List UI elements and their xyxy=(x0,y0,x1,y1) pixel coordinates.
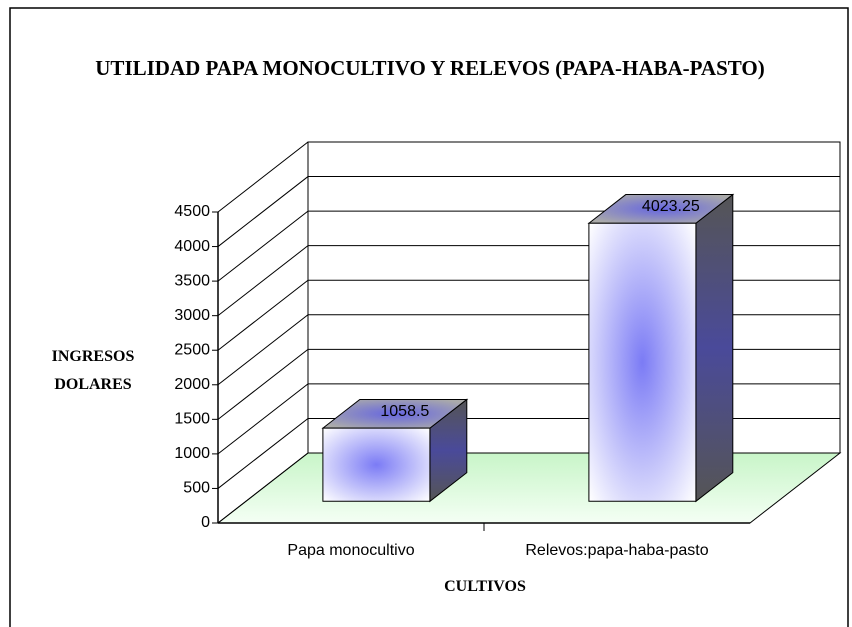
grid-line xyxy=(217,141,840,213)
data-label: 1058.5 xyxy=(380,403,429,420)
x-tick-label: Papa monocultivo xyxy=(287,542,414,559)
y-tick-label: 1000 xyxy=(174,445,210,462)
y-tick-label: 4000 xyxy=(174,238,210,255)
bar-side xyxy=(695,193,734,503)
grid-line xyxy=(217,176,840,247)
bar xyxy=(587,193,735,503)
bar-front xyxy=(588,222,697,502)
y-tick-label: 4500 xyxy=(174,203,210,220)
bar xyxy=(321,398,469,503)
x-tick-label: Relevos:papa-haba-pasto xyxy=(525,542,708,559)
y-tick-label: 500 xyxy=(183,480,210,497)
data-label: 4023.25 xyxy=(642,198,700,215)
chart-border xyxy=(9,7,849,627)
y-tick-label: 0 xyxy=(201,514,210,531)
y-tick-label: 2500 xyxy=(174,341,210,358)
chart-title: UTILIDAD PAPA MONOCULTIVO Y RELEVOS (PAP… xyxy=(95,56,765,80)
y-tick-label: 1500 xyxy=(174,411,210,428)
y-axis-label: INGRESOS DOLARES xyxy=(51,348,135,393)
bar-front xyxy=(322,427,431,502)
y-tick-label: 2000 xyxy=(174,376,210,393)
y-tick-label: 3500 xyxy=(174,272,210,289)
x-axis-label: CULTIVOS xyxy=(444,578,526,595)
y-tick-label: 3000 xyxy=(174,307,210,324)
floor xyxy=(216,452,842,524)
